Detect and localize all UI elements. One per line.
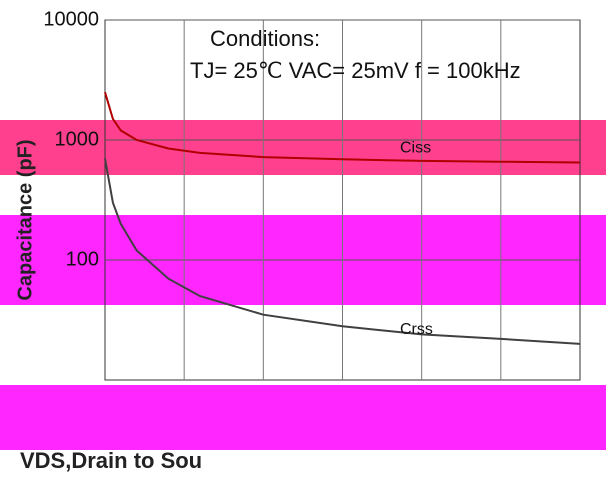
y-tick-label: 10000 (43, 8, 99, 30)
chart: Capacitance (pF) VDS,Drain to Sou Condit… (0, 0, 606, 481)
y-axis-label: Capacitance (pF) (14, 139, 36, 300)
annotation: Conditions: (210, 26, 320, 51)
annotation: TJ= 25℃ VAC= 25mV f = 100kHz (190, 58, 521, 83)
series-label: Crss (400, 321, 433, 338)
page: Capacitance (pF) VDS,Drain to Sou Condit… (0, 0, 606, 486)
x-axis-label: VDS,Drain to Sou (20, 448, 202, 473)
glitch-band (0, 385, 606, 450)
y-tick-label: 1000 (55, 128, 100, 150)
y-tick-label: 100 (66, 248, 99, 270)
series-label: Ciss (400, 140, 431, 157)
